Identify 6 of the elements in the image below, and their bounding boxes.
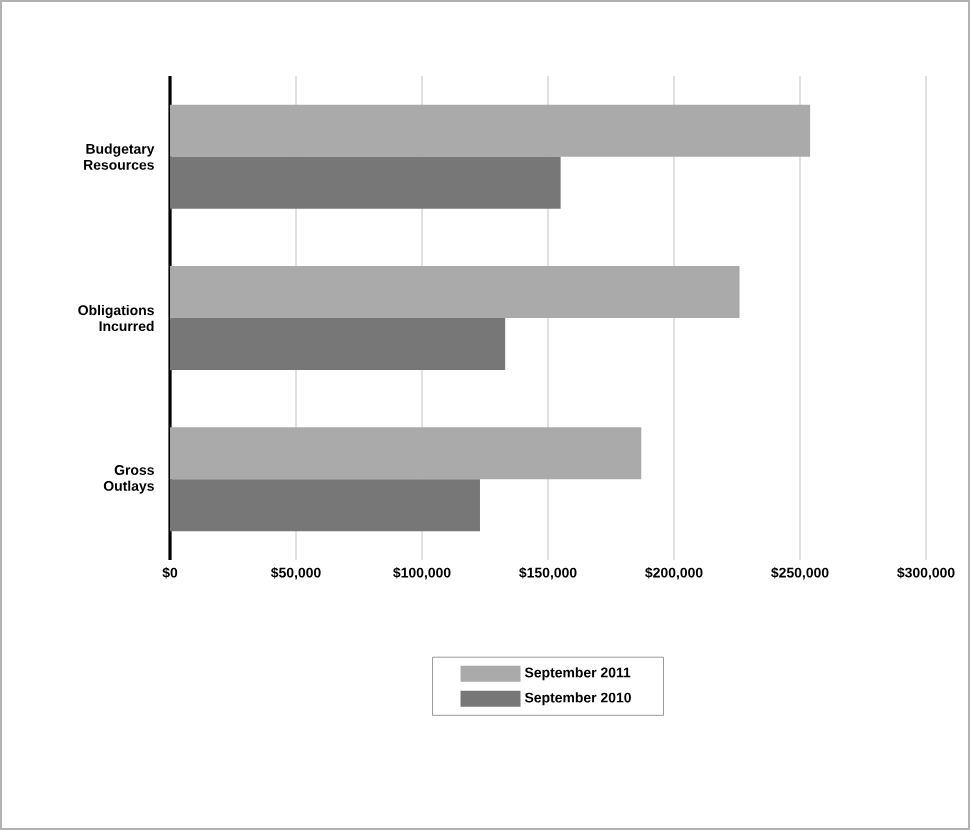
bar [170, 427, 642, 480]
bar [170, 156, 561, 209]
bar [170, 479, 480, 532]
bar [170, 318, 506, 371]
bar [170, 104, 811, 157]
bar [170, 266, 740, 319]
